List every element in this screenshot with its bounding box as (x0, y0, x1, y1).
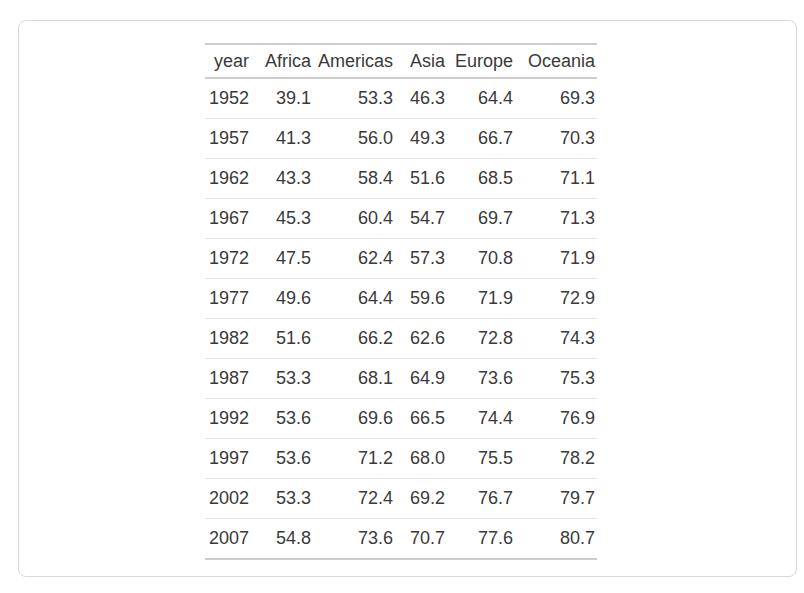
value-cell: 49.3 (395, 119, 447, 159)
year-cell: 1967 (205, 199, 251, 239)
value-cell: 68.0 (395, 439, 447, 479)
column-header-asia: Asia (395, 44, 447, 78)
page: yearAfricaAmericasAsiaEuropeOceania 1952… (0, 0, 804, 593)
value-cell: 77.6 (447, 519, 515, 560)
value-cell: 53.6 (251, 439, 313, 479)
value-cell: 57.3 (395, 239, 447, 279)
table-row: 199253.669.666.574.476.9 (205, 399, 597, 439)
value-cell: 73.6 (313, 519, 395, 560)
table-row: 197247.562.457.370.871.9 (205, 239, 597, 279)
value-cell: 69.7 (447, 199, 515, 239)
value-cell: 69.6 (313, 399, 395, 439)
value-cell: 59.6 (395, 279, 447, 319)
table-row: 200754.873.670.777.680.7 (205, 519, 597, 560)
value-cell: 75.5 (447, 439, 515, 479)
year-cell: 2007 (205, 519, 251, 560)
value-cell: 66.2 (313, 319, 395, 359)
value-cell: 56.0 (313, 119, 395, 159)
value-cell: 71.2 (313, 439, 395, 479)
table-row: 199753.671.268.075.578.2 (205, 439, 597, 479)
value-cell: 68.5 (447, 159, 515, 199)
table-row: 200253.372.469.276.779.7 (205, 479, 597, 519)
value-cell: 53.3 (313, 78, 395, 119)
value-cell: 49.6 (251, 279, 313, 319)
value-cell: 51.6 (251, 319, 313, 359)
column-header-europe: Europe (447, 44, 515, 78)
value-cell: 72.8 (447, 319, 515, 359)
value-cell: 62.4 (313, 239, 395, 279)
column-header-year: year (205, 44, 251, 78)
column-header-africa: Africa (251, 44, 313, 78)
value-cell: 71.9 (515, 239, 597, 279)
value-cell: 78.2 (515, 439, 597, 479)
value-cell: 54.8 (251, 519, 313, 560)
value-cell: 79.7 (515, 479, 597, 519)
table-row: 197749.664.459.671.972.9 (205, 279, 597, 319)
value-cell: 69.3 (515, 78, 597, 119)
table-body: 195239.153.346.364.469.3195741.356.049.3… (205, 78, 597, 559)
value-cell: 72.9 (515, 279, 597, 319)
year-cell: 1977 (205, 279, 251, 319)
value-cell: 53.3 (251, 359, 313, 399)
value-cell: 46.3 (395, 78, 447, 119)
value-cell: 62.6 (395, 319, 447, 359)
value-cell: 60.4 (313, 199, 395, 239)
value-cell: 76.7 (447, 479, 515, 519)
value-cell: 76.9 (515, 399, 597, 439)
year-cell: 1982 (205, 319, 251, 359)
value-cell: 66.7 (447, 119, 515, 159)
value-cell: 43.3 (251, 159, 313, 199)
value-cell: 41.3 (251, 119, 313, 159)
year-cell: 1987 (205, 359, 251, 399)
year-cell: 2002 (205, 479, 251, 519)
value-cell: 68.1 (313, 359, 395, 399)
value-cell: 51.6 (395, 159, 447, 199)
year-cell: 1972 (205, 239, 251, 279)
table-row: 196243.358.451.668.571.1 (205, 159, 597, 199)
column-header-oceania: Oceania (515, 44, 597, 78)
value-cell: 74.3 (515, 319, 597, 359)
table-row: 195741.356.049.366.770.3 (205, 119, 597, 159)
table-row: 198251.666.262.672.874.3 (205, 319, 597, 359)
column-header-americas: Americas (313, 44, 395, 78)
value-cell: 72.4 (313, 479, 395, 519)
year-cell: 1957 (205, 119, 251, 159)
year-cell: 1992 (205, 399, 251, 439)
data-table: yearAfricaAmericasAsiaEuropeOceania 1952… (205, 43, 597, 560)
value-cell: 64.4 (313, 279, 395, 319)
year-cell: 1997 (205, 439, 251, 479)
value-cell: 70.7 (395, 519, 447, 560)
value-cell: 58.4 (313, 159, 395, 199)
value-cell: 71.3 (515, 199, 597, 239)
value-cell: 75.3 (515, 359, 597, 399)
value-cell: 70.3 (515, 119, 597, 159)
value-cell: 66.5 (395, 399, 447, 439)
value-cell: 69.2 (395, 479, 447, 519)
value-cell: 54.7 (395, 199, 447, 239)
table-row: 198753.368.164.973.675.3 (205, 359, 597, 399)
value-cell: 64.9 (395, 359, 447, 399)
value-cell: 70.8 (447, 239, 515, 279)
value-cell: 39.1 (251, 78, 313, 119)
value-cell: 74.4 (447, 399, 515, 439)
value-cell: 64.4 (447, 78, 515, 119)
table-row: 195239.153.346.364.469.3 (205, 78, 597, 119)
value-cell: 47.5 (251, 239, 313, 279)
value-cell: 53.6 (251, 399, 313, 439)
value-cell: 53.3 (251, 479, 313, 519)
year-cell: 1952 (205, 78, 251, 119)
value-cell: 71.9 (447, 279, 515, 319)
table-row: 196745.360.454.769.771.3 (205, 199, 597, 239)
value-cell: 73.6 (447, 359, 515, 399)
value-cell: 45.3 (251, 199, 313, 239)
year-cell: 1962 (205, 159, 251, 199)
value-cell: 80.7 (515, 519, 597, 560)
table-card: yearAfricaAmericasAsiaEuropeOceania 1952… (18, 20, 797, 577)
header-row: yearAfricaAmericasAsiaEuropeOceania (205, 44, 597, 78)
value-cell: 71.1 (515, 159, 597, 199)
